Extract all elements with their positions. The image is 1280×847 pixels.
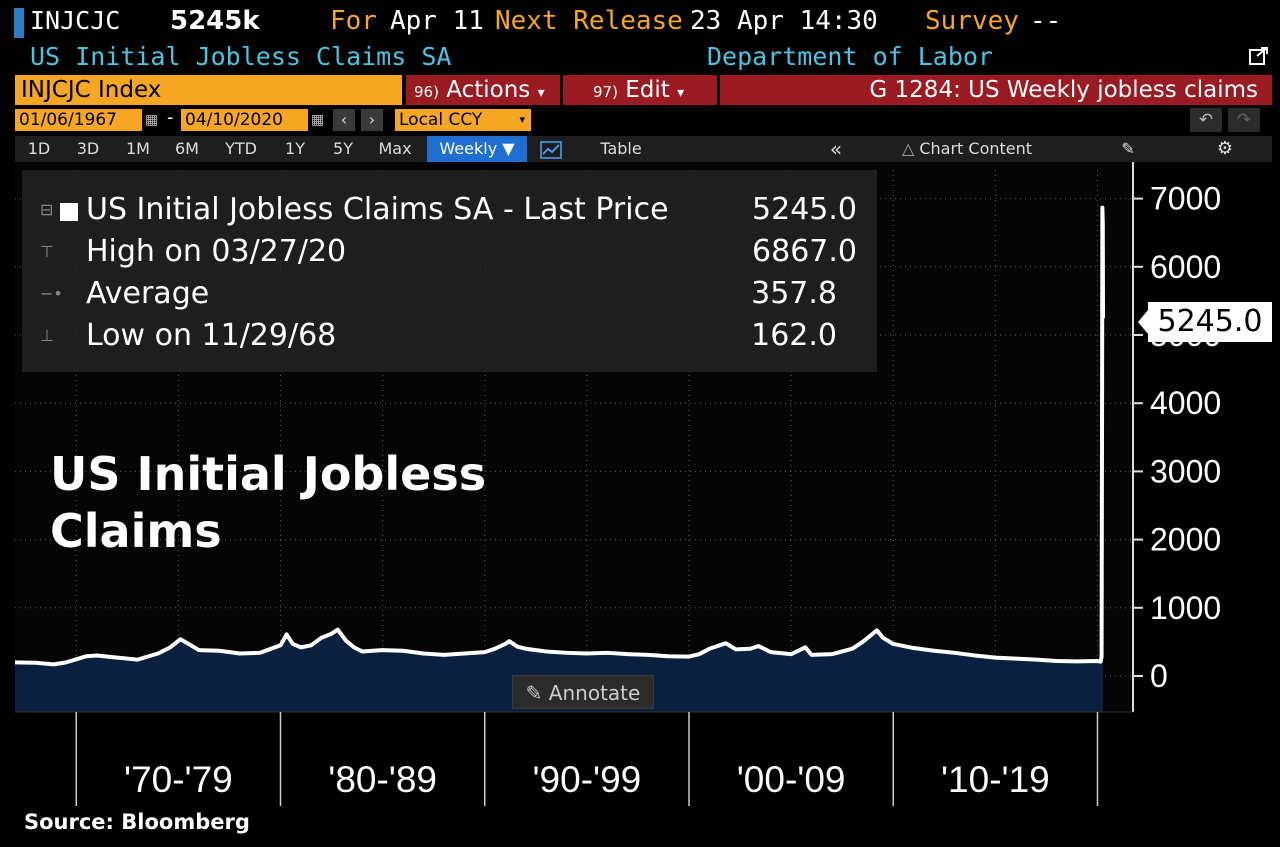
table-button[interactable]: Table [600, 139, 642, 158]
chevron-down-icon: ▾ [537, 85, 545, 101]
period-ytd[interactable]: YTD [225, 139, 257, 158]
collapse-tree-icon[interactable]: ⊟ [40, 200, 54, 219]
average-marker-icon: −• [40, 284, 63, 303]
chevron-down-icon: ▼ [502, 139, 515, 158]
period-6m[interactable]: 6M [175, 139, 199, 158]
overlay-title: US Initial Jobless Claims [50, 447, 487, 558]
x-tick-label: '70-'79 [124, 759, 233, 800]
period-max[interactable]: Max [378, 139, 412, 158]
x-tick-label: '80-'89 [328, 759, 437, 800]
last-price-pointer [1138, 310, 1148, 334]
low-marker-icon: ⊥ [40, 326, 54, 345]
export-icon[interactable] [1247, 45, 1269, 67]
legend-average-label: Average [86, 276, 210, 311]
end-date-field[interactable]: 04/10/2020 [181, 109, 308, 131]
period-1d[interactable]: 1D [27, 139, 51, 158]
chart-toolbar: 1D 3D 1M 6M YTD 1Y 5Y Max Weekly ▼ Table… [15, 136, 1272, 162]
ticker: INJCJC [30, 6, 121, 35]
chart-content-button[interactable]: △ Chart Content [887, 136, 1047, 162]
y-tick-label: 6000 [1150, 249, 1221, 285]
annotate-label: Annotate [548, 681, 641, 705]
currency-select[interactable]: Local CCY ▾ [395, 109, 531, 131]
date-range-dash: - [167, 107, 174, 128]
period-1y[interactable]: 1Y [285, 139, 305, 158]
legend-average-value: 357.8 [751, 276, 837, 311]
series-subtitle: US Initial Jobless Claims SA [30, 42, 452, 71]
redo-icon[interactable]: ↷ [1228, 108, 1260, 132]
gear-icon[interactable]: ⚙ [1216, 138, 1234, 159]
series-line [14, 205, 1105, 667]
x-tick-label: '00-'09 [737, 759, 846, 800]
next-release-value: 23 Apr 14:30 [690, 6, 878, 36]
chevron-down-icon: ▾ [677, 85, 685, 101]
edit-menu-button[interactable]: 97) Edit ▾ [563, 75, 717, 105]
actions-number: 96) [414, 83, 439, 101]
line-chart-icon[interactable] [533, 136, 569, 162]
y-tick-label: 2000 [1150, 522, 1221, 558]
period-3d[interactable]: 3D [76, 139, 100, 158]
legend-low-value: 162.0 [751, 318, 837, 353]
y-tick-label: 4000 [1150, 385, 1221, 421]
edit-number: 97) [593, 83, 618, 101]
survey-label: Survey [925, 6, 1019, 36]
source-note: Source: Bloomberg [24, 810, 250, 834]
pencil-icon: ✎ [525, 681, 543, 705]
undo-icon[interactable]: ↶ [1190, 108, 1222, 132]
series-swatch [60, 203, 78, 221]
x-tick-label: '10-'19 [941, 759, 1050, 800]
series-area [15, 207, 1103, 712]
frequency-select[interactable]: Weekly ▼ [427, 136, 527, 162]
chart-content-icon: △ [901, 139, 915, 158]
y-tick-label: 3000 [1150, 453, 1221, 489]
high-marker-icon: ⊤ [40, 242, 54, 261]
chart-title-bar: G 1284: US Weekly jobless claims [720, 75, 1272, 105]
edit-pen-icon[interactable]: ✎ [1121, 139, 1135, 158]
chevron-left-icon[interactable]: ‹ [333, 109, 355, 131]
source-department: Department of Labor [707, 42, 993, 71]
period-1m[interactable]: 1M [126, 139, 150, 158]
for-value: Apr 11 [390, 6, 484, 36]
chevron-right-icon[interactable]: › [361, 109, 383, 131]
survey-value: -- [1030, 6, 1062, 36]
last-value: 5245k [170, 6, 260, 36]
actions-menu-button[interactable]: 96) Actions ▾ [406, 75, 560, 105]
legend-high-label: High on 03/27/20 [86, 234, 347, 269]
legend-high-value: 6867.0 [752, 234, 857, 269]
x-tick-label: '90-'99 [532, 759, 641, 800]
collapse-icon[interactable]: « [829, 137, 843, 161]
legend-low-label: Low on 11/29/68 [86, 318, 337, 353]
calendar-icon[interactable]: ▦ [311, 112, 325, 128]
y-tick-label: 7000 [1150, 181, 1221, 217]
edit-label: Edit [625, 77, 670, 103]
chart-content-label: Chart Content [919, 139, 1033, 158]
last-price-badge: 5245.0 [1148, 302, 1272, 342]
frequency-value: Weekly [439, 139, 498, 158]
annotate-button[interactable]: ✎ Annotate [512, 675, 654, 709]
next-release-label: Next Release [495, 6, 683, 36]
currency-value: Local CCY [399, 110, 483, 130]
index-field[interactable]: INJCJC Index [15, 75, 402, 105]
chart-legend: ⊟ US Initial Jobless Claims SA - Last Pr… [22, 170, 877, 372]
actions-label: Actions [446, 77, 531, 103]
ticker-marker [14, 8, 24, 38]
legend-series-label: US Initial Jobless Claims SA - Last Pric… [86, 192, 669, 227]
y-tick-label: 1000 [1150, 590, 1221, 626]
start-date-field[interactable]: 01/06/1967 [15, 109, 142, 131]
for-label: For [330, 6, 377, 36]
y-tick-label: 0 [1150, 658, 1168, 694]
calendar-icon[interactable]: ▦ [145, 112, 159, 128]
chevron-down-icon: ▾ [519, 113, 525, 126]
period-5y[interactable]: 5Y [333, 139, 353, 158]
legend-last-price: 5245.0 [752, 192, 857, 227]
